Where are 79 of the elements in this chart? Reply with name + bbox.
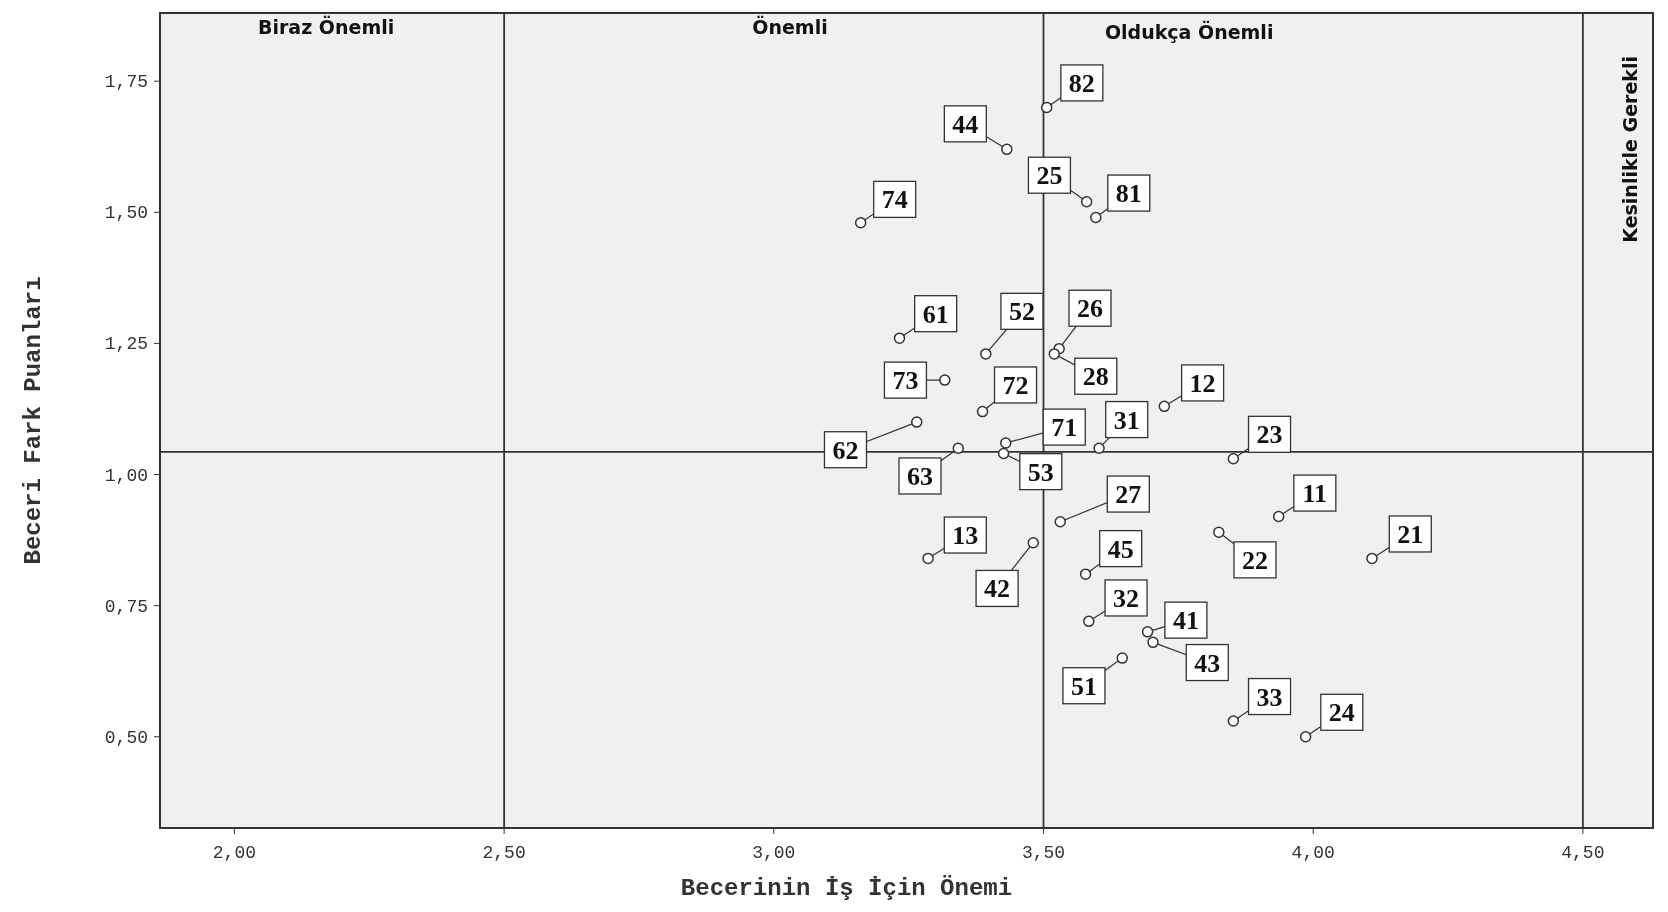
point [1083,615,1095,628]
point [1080,196,1093,208]
annotation: Oldukça Önemli [1104,20,1274,44]
annotation: Kesinlikle Gerekli [1618,56,1641,243]
annotation: 32 [1113,583,1140,613]
annotation: Biraz Önemli [258,14,395,38]
point [952,442,965,455]
point [1048,348,1061,360]
point [980,348,992,360]
x-tick-label: 4,00 [1291,843,1335,863]
annotation: 42 [984,574,1011,604]
y-tick-label: 0,50 [104,727,148,748]
annotation: 21 [1397,519,1424,549]
annotation: 22 [1241,545,1268,575]
point [1366,552,1378,565]
annotation: 13 [952,521,979,551]
point [1116,652,1128,664]
point [939,374,951,386]
annotation: 28 [1082,362,1109,392]
point [854,217,867,229]
annotation: 11 [1302,479,1328,509]
point [1079,568,1092,580]
annotation: 27 [1115,480,1142,510]
point [911,416,923,428]
point [1299,731,1312,743]
annotation: 33 [1256,682,1283,712]
y-tick-label: 1,50 [104,203,148,224]
annotation: 31 [1113,405,1140,435]
annotation: 63 [906,461,933,491]
y-tick-label: 0,75 [104,596,148,617]
x-tick-label: 2,50 [482,843,526,863]
annotation: 24 [1328,698,1355,728]
point [1227,715,1240,727]
point [1001,143,1013,156]
point [922,552,934,565]
y-tick-label: 1,75 [104,72,148,93]
x-tick-label: 3,50 [1021,843,1066,863]
point [1040,101,1053,114]
annotation: 73 [892,366,919,396]
annotation: 45 [1107,534,1134,564]
point [893,332,906,344]
x-tick-label: 2,00 [212,843,257,863]
annotation: 44 [952,109,979,139]
annotation: 52 [1008,297,1035,327]
annotation: 71 [1051,413,1078,443]
annotation: 72 [1002,370,1029,400]
y-tick-label: 1,25 [104,334,148,355]
x-axis-title: Becerinin İş İçin Önemi [680,875,1013,902]
annotation: 74 [881,185,908,215]
x-tick-label: 4,50 [1561,843,1605,863]
x-tick-label: 3,00 [752,843,796,863]
point [1141,626,1154,638]
annotation: 26 [1076,294,1103,324]
annotation: 25 [1036,161,1063,191]
annotation: 61 [922,299,949,329]
point [1027,536,1039,549]
annotation: 82 [1068,68,1095,98]
annotation: 12 [1189,368,1216,398]
point [1227,453,1240,465]
point [1147,636,1159,649]
annotation: Önemli [752,14,828,38]
y-axis-title: Beceri Fark Puanları [20,276,47,565]
annotation: 23 [1256,420,1283,450]
point [1054,515,1066,528]
annotation: 43 [1194,648,1221,678]
y-tick-label: 1,00 [104,465,148,486]
annotation: 62 [832,435,859,465]
annotation: 53 [1027,457,1054,487]
annotation: 51 [1070,671,1097,701]
point [1272,510,1285,523]
annotation: 81 [1115,179,1142,209]
point [997,447,1010,460]
annotation: 41 [1172,606,1199,636]
point [1093,442,1105,455]
point [1158,400,1171,413]
point [1000,437,1012,449]
point [976,405,989,418]
point [1090,211,1102,224]
point [1213,526,1225,538]
